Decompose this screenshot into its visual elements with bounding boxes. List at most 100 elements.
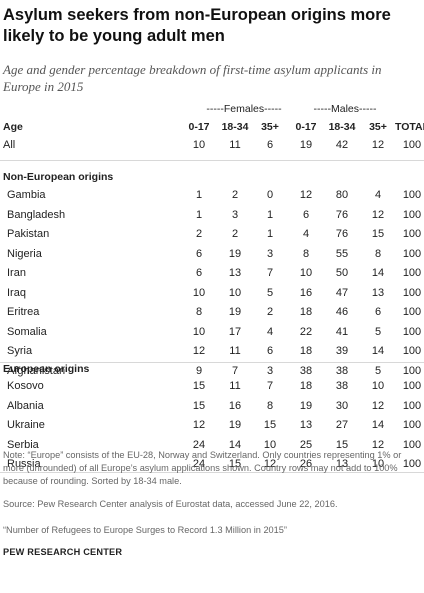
page-subtitle: Age and gender percentage breakdown of f… <box>3 62 382 94</box>
cell-value: 13 <box>371 286 385 299</box>
table-row: Syria 12 11 6 18 39 14 100 <box>0 342 424 360</box>
cell-value: 4 <box>302 228 310 240</box>
cell-value: 100 <box>402 325 422 338</box>
cell-value: 6 <box>266 345 274 357</box>
pew-footer: PEW RESEARCH CENTER <box>3 547 123 557</box>
divider-top <box>0 160 424 161</box>
cell-value: 19 <box>228 306 242 318</box>
cell-value: 19 <box>228 247 242 260</box>
cell-value: 10 <box>192 325 206 338</box>
cell-value: 41 <box>335 325 349 338</box>
cell-value: 12 <box>371 139 385 151</box>
cell-value: 7 <box>266 380 274 392</box>
cell-value: 18 <box>299 306 313 318</box>
cell-value: 2 <box>231 189 239 201</box>
row-label: Ukraine <box>7 419 45 431</box>
table-row: Gambia 1 2 0 12 80 4 100 <box>0 186 424 204</box>
cell-value: 18 <box>299 345 313 357</box>
cell-value: 2 <box>195 228 203 240</box>
cell-value: 7 <box>231 364 239 377</box>
cell-value: 5 <box>374 325 382 338</box>
cell-value: 10 <box>192 139 206 151</box>
divider-mid <box>0 362 424 363</box>
cell-value: 6 <box>195 267 203 279</box>
divider-bottom <box>0 472 424 473</box>
column-header-3: 35+ <box>261 121 279 133</box>
table-row: Kosovo 15 11 7 18 38 10 100 <box>0 377 424 395</box>
row-label: Gambia <box>7 189 46 201</box>
cell-value: 0 <box>266 189 274 201</box>
cell-value: 100 <box>402 364 422 377</box>
cell-value: 50 <box>335 267 349 279</box>
cell-value: 8 <box>302 247 310 260</box>
cell-value: 19 <box>228 419 242 431</box>
page-title: Asylum seekers from non-European origins… <box>3 6 391 45</box>
cell-value: 2 <box>266 306 274 318</box>
cell-value: 15 <box>192 399 206 412</box>
cell-value: 11 <box>229 345 241 357</box>
cell-value: 14 <box>371 345 385 357</box>
cell-value: 6 <box>266 139 274 151</box>
cell-value: 10 <box>371 380 385 392</box>
cell-value: 13 <box>299 419 313 431</box>
cell-value: 3 <box>266 247 274 260</box>
row-label: Serbia <box>7 438 39 451</box>
report-title: “Number of Refugees to Europe Surges to … <box>3 525 287 535</box>
cell-value: 15 <box>263 419 277 431</box>
table-row: Ukraine 12 19 15 13 27 14 100 <box>0 416 424 434</box>
cell-value: 19 <box>299 399 313 412</box>
cell-value: 6 <box>302 208 310 221</box>
row-label: Russia <box>7 458 41 470</box>
males-group-header: -----Males----- <box>313 103 377 115</box>
cell-value: 6 <box>374 306 382 318</box>
cell-value: 100 <box>402 399 422 412</box>
cell-value: 3 <box>266 364 274 377</box>
row-label: Iraq <box>7 286 26 299</box>
cell-value: 100 <box>402 380 422 392</box>
row-label: Afghanistan <box>7 364 66 377</box>
cell-value: 14 <box>371 267 385 279</box>
column-header-1: 0-17 <box>188 121 210 133</box>
cell-value: 1 <box>195 189 203 201</box>
row-label: Bangladesh <box>7 208 66 221</box>
cell-value: 12 <box>263 458 277 470</box>
row-label: All <box>3 139 16 151</box>
cell-value: 26 <box>299 458 313 470</box>
table-row: Eritrea 8 19 2 18 46 6 100 <box>0 303 424 321</box>
cell-value: 47 <box>335 286 349 299</box>
cell-value: 13 <box>335 458 349 470</box>
row-label: Albania <box>7 399 44 412</box>
cell-value: 1 <box>266 208 274 221</box>
cell-value: 8 <box>374 247 382 260</box>
cell-value: 15 <box>228 458 242 470</box>
row-label: Somalia <box>7 325 47 338</box>
note-text: Note: “Europe” consists of the EU-28, No… <box>3 450 402 486</box>
section-label-european: European origins <box>3 363 90 375</box>
cell-value: 42 <box>335 139 349 151</box>
cell-value: 100 <box>402 267 422 279</box>
cell-value: 4 <box>266 325 274 338</box>
table-row: Afghanistan 9 7 3 38 38 5 100 <box>0 362 424 380</box>
cell-value: 100 <box>402 228 422 240</box>
cell-value: 5 <box>374 364 382 377</box>
cell-value: 39 <box>335 345 349 357</box>
cell-value: 12 <box>371 399 385 412</box>
table-row: All 10 11 6 19 42 12 100 <box>0 136 424 154</box>
row-label: Iran <box>7 267 26 279</box>
cell-value: 11 <box>229 139 241 151</box>
column-header-age: Age <box>3 121 23 133</box>
row-label: Pakistan <box>7 228 50 240</box>
cell-value: 100 <box>402 438 422 451</box>
table-row: Albania 15 16 8 19 30 12 100 <box>0 397 424 415</box>
cell-value: 38 <box>335 364 349 377</box>
cell-value: 1 <box>266 228 274 240</box>
cell-value: 38 <box>335 380 349 392</box>
table-row: Nigeria 6 19 3 8 55 8 100 <box>0 245 424 263</box>
column-header-7: TOTAL <box>394 121 424 133</box>
cell-value: 46 <box>335 306 349 318</box>
cell-value: 4 <box>374 189 382 201</box>
cell-value: 10 <box>263 438 277 451</box>
cell-value: 100 <box>402 189 422 201</box>
cell-value: 2 <box>231 228 239 240</box>
cell-value: 55 <box>335 247 349 260</box>
